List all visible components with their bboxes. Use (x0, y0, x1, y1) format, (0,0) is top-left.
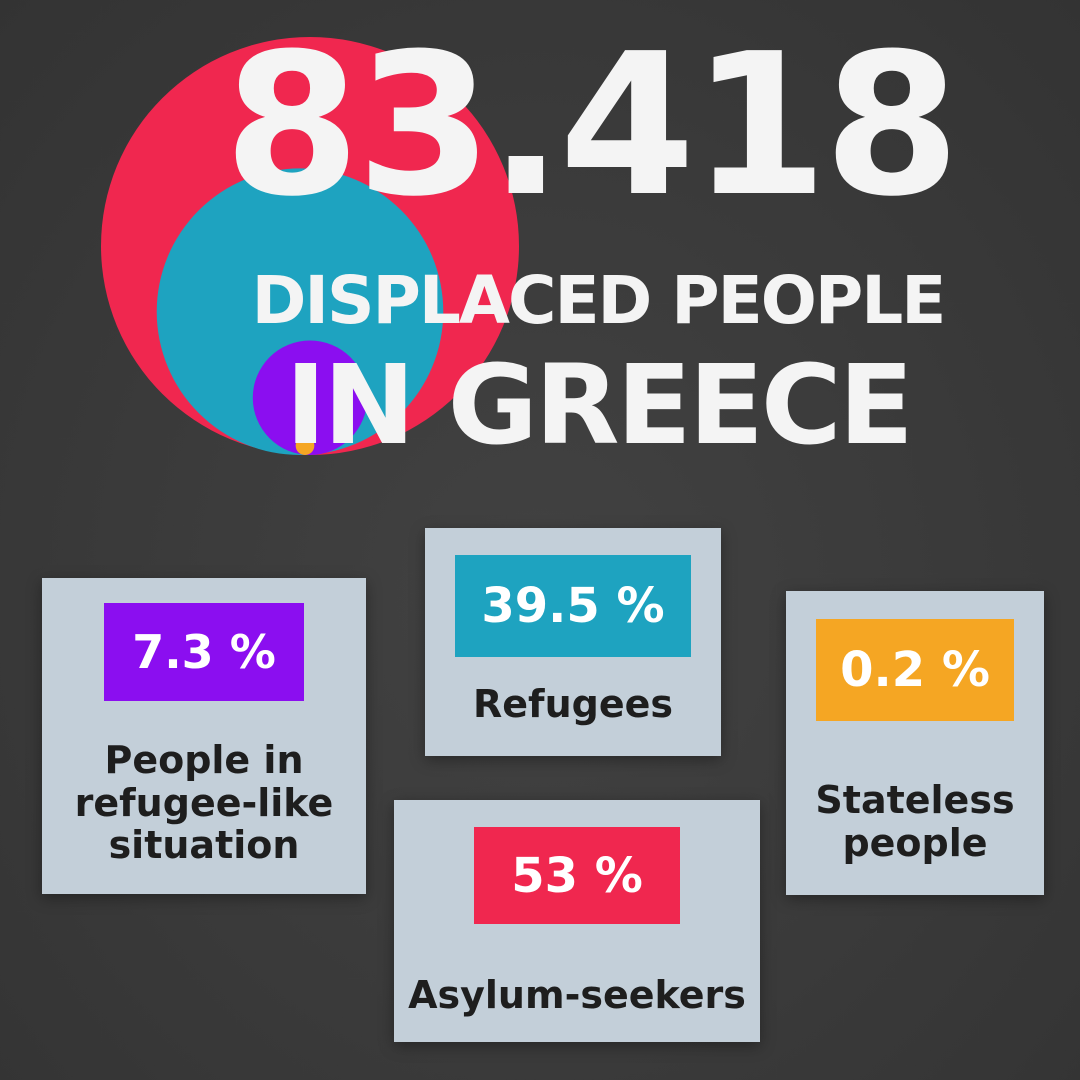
badge-refugee-like-percent: 7.3 % (104, 603, 304, 701)
card-refugees: 39.5 % Refugees (425, 528, 721, 756)
label-asylum-seekers: Asylum-seekers (408, 973, 746, 1017)
headline-in-greece: IN GREECE (285, 341, 913, 469)
badge-refugees-percent: 39.5 % (455, 555, 691, 657)
bubble-refugees (156, 168, 444, 455)
bubble-people-in-refugee-like-situation (252, 340, 368, 455)
label-stateless: Stateless people (815, 778, 1015, 865)
card-refugee-like: 7.3 % People in refugee-like situation (42, 578, 366, 894)
label-refugee-like: People in refugee-like situation (74, 738, 334, 868)
badge-stateless-percent: 0.2 % (816, 619, 1014, 721)
card-asylum-seekers: 53 % Asylum-seekers (394, 800, 760, 1042)
card-stateless: 0.2 % Stateless people (786, 591, 1044, 895)
badge-asylum-percent: 53 % (474, 827, 680, 924)
bubble-stateless-people (295, 436, 315, 455)
total-count: 83.418 (223, 12, 960, 240)
label-refugees: Refugees (473, 682, 673, 726)
headline-displaced-people: DISPLACED PEOPLE (251, 262, 947, 339)
